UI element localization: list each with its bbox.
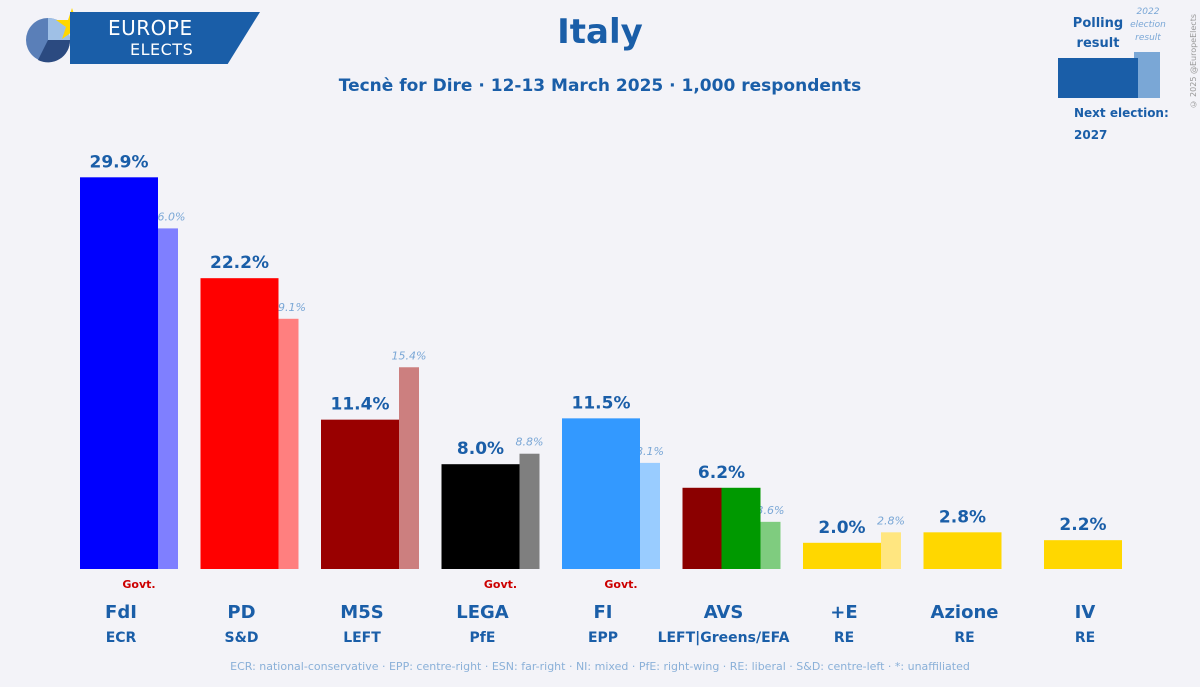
previous-bar-+e <box>881 532 901 569</box>
govt-marker-lega: Govt. <box>484 578 517 591</box>
previous-bar-pd <box>278 318 299 569</box>
poll-bar-lega <box>441 464 520 569</box>
poll-label-iv: 2.2% <box>1059 515 1106 535</box>
party-group-lega: PfE <box>470 630 496 646</box>
footnote: ECR: national-conservative · EPP: centre… <box>230 660 970 673</box>
poll-label-+e: 2.0% <box>818 518 865 538</box>
chart-title: Italy <box>557 12 643 52</box>
govt-marker-fdi: Govt. <box>122 578 155 591</box>
legend-previous-swatch <box>1134 52 1160 98</box>
logo-text-europe: EUROPE <box>108 16 193 40</box>
poll-label-m5s: 11.4% <box>331 395 390 415</box>
chart-subtitle: Tecnè for Dire · 12-13 March 2025 · 1,00… <box>338 76 862 96</box>
legend: Polling result 2022 election result <box>1058 6 1180 98</box>
party-name-iv: IV <box>1075 602 1096 623</box>
previous-label-m5s: 15.4% <box>392 349 427 362</box>
poll-bar-fdi <box>80 177 158 569</box>
party-name-+e: +E <box>830 602 857 623</box>
poll-label-fdi: 29.9% <box>90 152 149 172</box>
poll-bar-avs-1 <box>721 487 761 569</box>
previous-label-pd: 19.1% <box>271 301 306 314</box>
poll-bar-avs-0 <box>682 487 722 569</box>
party-group-m5s: LEFT <box>343 630 381 646</box>
next-election-year: 2027 <box>1074 128 1108 142</box>
poll-bar-fi <box>562 418 640 569</box>
poll-label-azione: 2.8% <box>939 507 986 527</box>
poll-bar-azione <box>923 532 1002 569</box>
logo-band <box>70 12 260 64</box>
previous-bar-fi <box>640 462 660 569</box>
bar-chart: 26.0% 29.9% Govt. FdI ECR 19.1% 22.2% PD S&D 15.4… <box>80 152 1122 646</box>
party-name-fi: FI <box>594 602 613 623</box>
legend-polling-swatch <box>1058 58 1138 98</box>
poll-bar-m5s <box>321 419 399 569</box>
previous-label-avs: 3.6% <box>757 504 785 517</box>
next-election-label: Next election: <box>1074 106 1169 120</box>
next-election: Next election: 2027 <box>1074 102 1169 146</box>
party-group-azione: RE <box>954 630 974 646</box>
previous-bar-fdi <box>158 228 178 569</box>
previous-bar-avs <box>760 521 781 569</box>
poll-label-avs: 6.2% <box>698 463 745 483</box>
poll-label-pd: 22.2% <box>210 253 269 273</box>
party-group-+e: RE <box>834 630 854 646</box>
logo-text-elects: ELECTS <box>130 40 194 59</box>
previous-label-+e: 2.8% <box>877 514 905 527</box>
poll-bar-iv <box>1044 540 1122 569</box>
previous-label-fdi: 26.0% <box>151 210 186 223</box>
party-name-fdi: FdI <box>105 602 137 623</box>
party-group-fdi: ECR <box>106 630 137 646</box>
logo-globe-icon <box>26 8 88 63</box>
legend-polling-label: Polling result <box>1072 16 1124 51</box>
poll-bar-+e <box>803 542 881 569</box>
party-name-lega: LEGA <box>456 602 509 623</box>
previous-bar-m5s <box>399 367 419 569</box>
legend-previous-label: 2022 election result <box>1130 7 1166 43</box>
previous-bar-lega <box>519 453 540 569</box>
party-name-avs: AVS <box>704 602 744 623</box>
party-group-avs: LEFT|Greens/EFA <box>658 630 790 646</box>
europe-elects-logo: EUROPE ELECTS <box>18 6 268 64</box>
previous-label-lega: 8.8% <box>516 436 544 449</box>
govt-marker-fi: Govt. <box>604 578 637 591</box>
previous-label-fi: 8.1% <box>636 445 664 458</box>
poll-label-lega: 8.0% <box>457 439 504 459</box>
party-group-pd: S&D <box>225 630 259 646</box>
poll-label-fi: 11.5% <box>572 393 631 413</box>
party-name-m5s: M5S <box>340 602 383 623</box>
party-name-azione: Azione <box>931 602 999 623</box>
poll-bar-pd <box>200 278 279 569</box>
party-group-iv: RE <box>1075 630 1095 646</box>
party-group-fi: EPP <box>588 630 618 646</box>
party-name-pd: PD <box>227 602 255 623</box>
